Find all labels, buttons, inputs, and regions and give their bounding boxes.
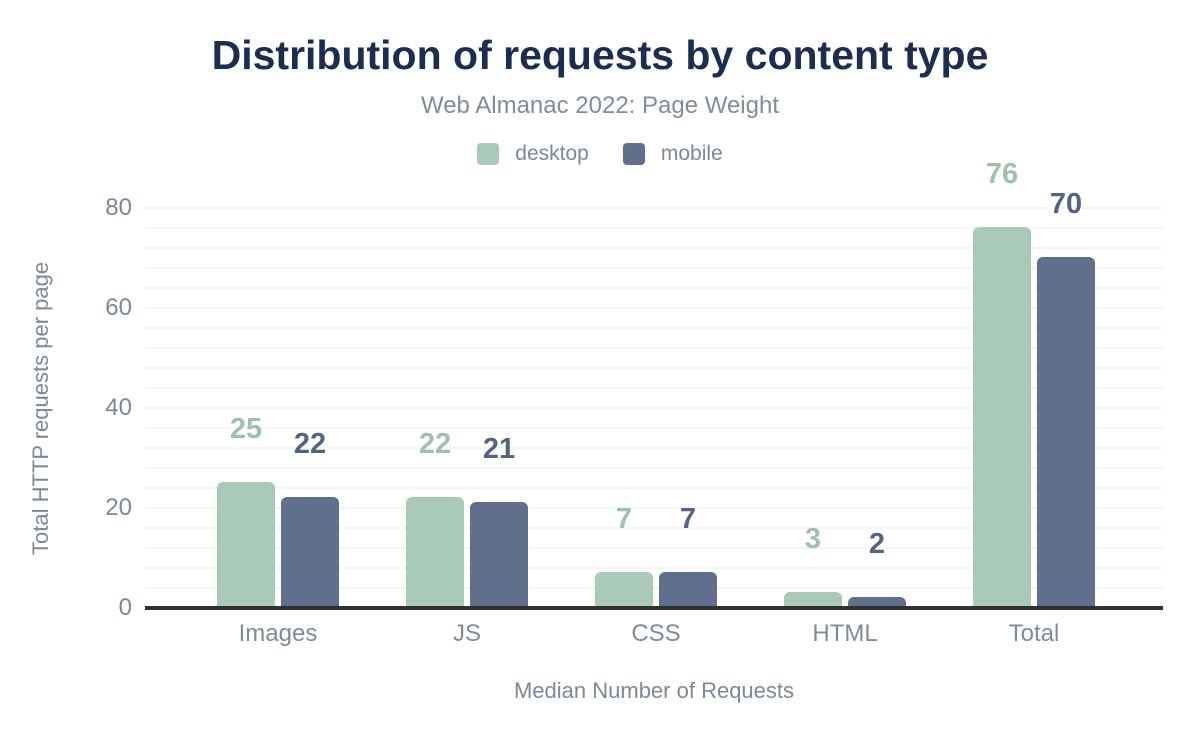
plot-area: 25 22 22 21 7 7 3 2 76 70 [145, 160, 1163, 608]
x-category-html: HTML [812, 620, 878, 647]
x-category-images: Images [238, 620, 318, 647]
gridline [145, 567, 1163, 569]
gridline [145, 527, 1163, 529]
value-label-desktop-images: 25 [229, 413, 263, 445]
gridline [145, 547, 1163, 549]
gridline [145, 307, 1163, 309]
legend-item-desktop[interactable]: desktop [477, 142, 589, 166]
legend-label-mobile: mobile [660, 142, 723, 165]
gridline [145, 387, 1163, 389]
gridline [145, 287, 1163, 289]
gridline [145, 407, 1163, 409]
gridline [145, 247, 1163, 249]
x-category-js: JS [452, 620, 481, 647]
bar-mobile-js[interactable] [470, 502, 528, 607]
y-tick-80: 80 [105, 194, 132, 221]
legend-swatch-mobile [622, 143, 645, 165]
y-axis-title: Total HTTP requests per page [28, 261, 53, 555]
gridline [145, 327, 1163, 329]
bar-mobile-css[interactable] [659, 572, 717, 607]
gridline [145, 587, 1163, 589]
gridline [145, 367, 1163, 369]
value-label-mobile-html: 2 [868, 528, 886, 560]
value-label-mobile-css: 7 [679, 503, 697, 535]
legend-swatch-desktop [477, 143, 500, 165]
bar-desktop-total[interactable] [973, 227, 1031, 607]
gridline [145, 227, 1163, 229]
bar-desktop-images[interactable] [217, 482, 275, 607]
bar-mobile-total[interactable] [1037, 257, 1095, 607]
x-category-css: CSS [631, 620, 681, 647]
legend-item-mobile[interactable]: mobile [622, 142, 723, 166]
gridline [145, 207, 1163, 209]
value-label-mobile-js: 21 [482, 433, 516, 465]
x-axis-title: Median Number of Requests [513, 678, 795, 703]
x-axis-line [145, 606, 1163, 610]
bar-desktop-html[interactable] [784, 592, 842, 607]
legend-label-desktop: desktop [515, 142, 589, 165]
chart-subtitle: Web Almanac 2022: Page Weight [420, 92, 779, 119]
y-tick-0: 0 [118, 594, 132, 621]
gridline [145, 427, 1163, 429]
gridline [145, 267, 1163, 269]
value-label-desktop-js: 22 [418, 428, 452, 460]
value-label-mobile-images: 22 [293, 428, 327, 460]
gridline [145, 347, 1163, 349]
value-label-mobile-total: 70 [1049, 188, 1083, 220]
y-tick-60: 60 [105, 294, 132, 321]
bar-desktop-js[interactable] [406, 497, 464, 607]
chart-legend: desktop mobile [0, 142, 1200, 166]
value-label-desktop-css: 7 [615, 503, 633, 535]
y-tick-40: 40 [105, 394, 132, 421]
value-label-desktop-html: 3 [804, 523, 822, 555]
x-category-total: Total [1008, 620, 1060, 647]
chart-title: Distribution of requests by content type [211, 32, 989, 78]
bar-desktop-css[interactable] [595, 572, 653, 607]
gridline [145, 447, 1163, 449]
value-label-desktop-total: 76 [985, 158, 1019, 190]
bar-mobile-images[interactable] [281, 497, 339, 607]
y-tick-20: 20 [105, 494, 132, 521]
gridline [145, 467, 1163, 469]
gridline [145, 487, 1163, 489]
bar-mobile-html[interactable] [848, 597, 906, 607]
gridline [145, 507, 1163, 509]
